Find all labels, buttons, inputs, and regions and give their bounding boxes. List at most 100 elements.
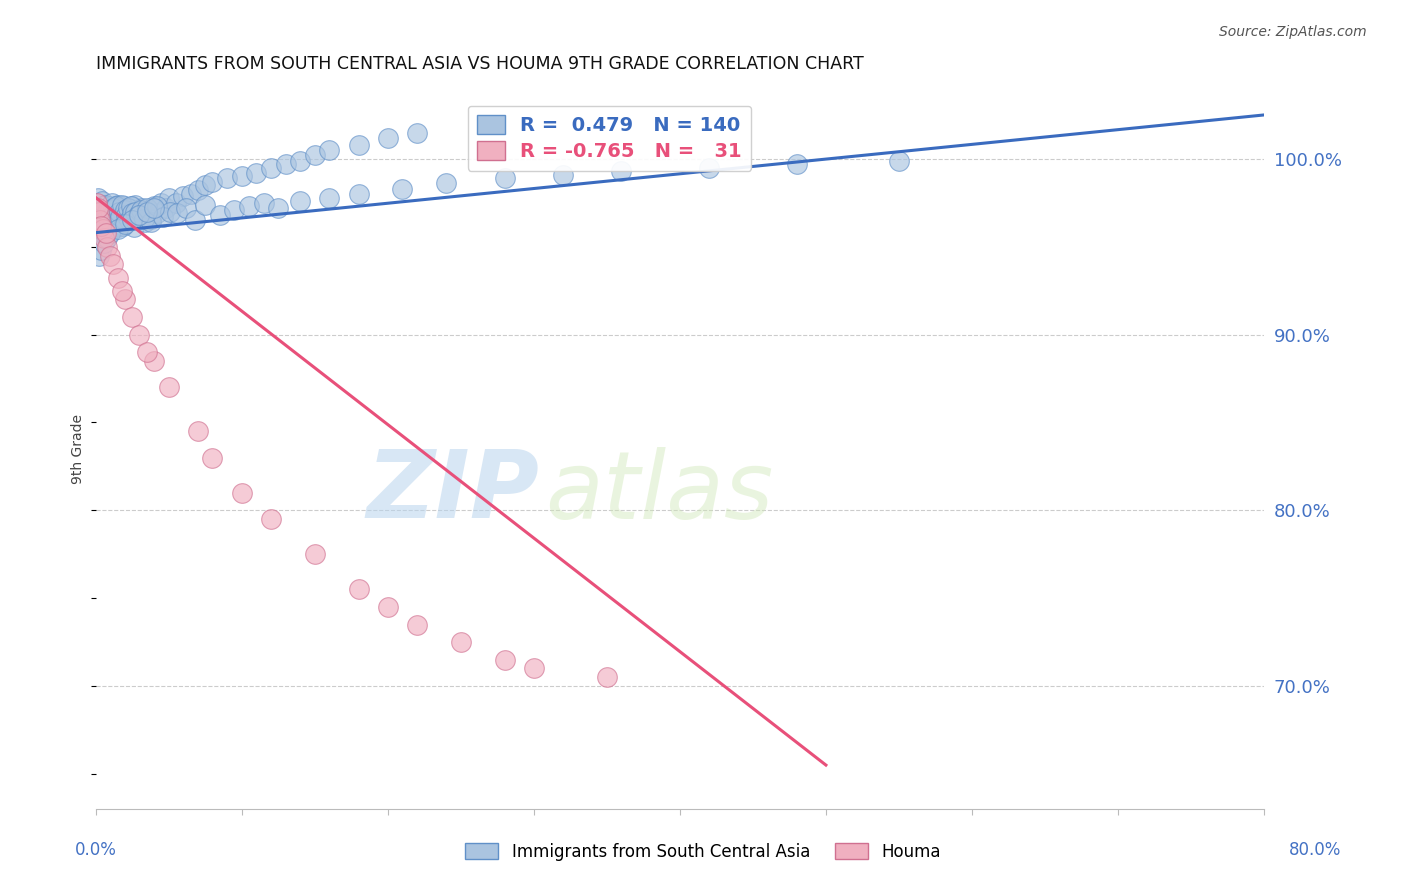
Point (128, 208, 150, 222)
Point (121, 213, 143, 227)
Point (97, 213, 120, 227)
Point (141, 211, 163, 226)
Point (118, 213, 141, 227)
Point (93, 211, 115, 226)
Point (124, 204, 146, 219)
Point (105, 199, 128, 213)
Point (187, 424, 209, 438)
Point (155, 201, 177, 215)
Text: Source: ZipAtlas.com: Source: ZipAtlas.com (1219, 25, 1367, 39)
Point (91, 215, 114, 229)
Point (98, 248, 121, 262)
Point (94, 197, 117, 211)
Point (86, 195, 108, 210)
Point (238, 199, 260, 213)
Point (115, 208, 138, 222)
Point (377, 130, 399, 145)
Point (94, 217, 117, 231)
Point (887, 153, 910, 168)
Point (105, 199, 128, 213)
Point (180, 187, 202, 202)
Point (135, 345, 157, 359)
Point (94, 226, 117, 240)
Point (101, 201, 124, 215)
Point (377, 599, 399, 614)
Point (87, 204, 110, 219)
Point (434, 177, 457, 191)
Point (96, 240, 118, 254)
Point (114, 293, 136, 307)
Text: 80.0%: 80.0% (1288, 840, 1341, 858)
Point (98, 199, 121, 213)
Point (143, 199, 166, 213)
Point (347, 187, 370, 202)
Point (165, 195, 187, 210)
Point (231, 169, 253, 184)
Point (260, 512, 283, 526)
Point (100, 202, 122, 217)
Point (127, 204, 149, 219)
Point (187, 184, 209, 198)
Point (121, 206, 143, 220)
Point (94, 208, 117, 222)
Point (111, 215, 134, 229)
Point (96, 204, 118, 219)
Point (245, 166, 267, 180)
Point (108, 204, 131, 219)
Point (93, 231, 115, 245)
Point (128, 327, 150, 342)
Point (131, 201, 153, 215)
Point (201, 450, 224, 465)
Point (124, 197, 146, 211)
Point (136, 202, 159, 217)
Y-axis label: 9th Grade: 9th Grade (72, 414, 86, 483)
Point (107, 220, 129, 235)
Point (318, 143, 340, 157)
Point (127, 208, 149, 222)
Point (132, 211, 155, 226)
Point (274, 157, 297, 171)
Point (194, 178, 217, 193)
Point (110, 201, 132, 215)
Point (98, 202, 121, 217)
Point (110, 208, 132, 222)
Point (114, 217, 136, 231)
Text: 0.0%: 0.0% (75, 840, 117, 858)
Point (121, 310, 143, 324)
Point (111, 284, 134, 298)
Point (224, 202, 246, 217)
Point (91, 222, 114, 236)
Point (134, 215, 156, 229)
Point (135, 204, 157, 219)
Point (267, 201, 290, 215)
Point (120, 199, 142, 213)
Point (122, 220, 145, 235)
Point (112, 211, 135, 226)
Point (135, 201, 157, 215)
Point (194, 197, 217, 211)
Point (101, 195, 124, 210)
Point (150, 195, 173, 210)
Point (90, 219, 112, 233)
Point (304, 547, 326, 561)
Point (304, 148, 326, 162)
Point (288, 153, 311, 168)
Point (146, 206, 169, 220)
Point (152, 210, 174, 224)
Point (93, 236, 115, 251)
Point (97, 213, 120, 227)
Point (111, 197, 134, 211)
Point (157, 380, 180, 394)
Point (260, 161, 283, 175)
Point (96, 204, 118, 219)
Point (114, 206, 136, 220)
Point (101, 211, 124, 226)
Point (110, 210, 132, 224)
Point (208, 208, 231, 222)
Point (108, 210, 131, 224)
Point (231, 485, 253, 500)
Point (90, 199, 112, 213)
Point (117, 208, 139, 222)
Point (121, 199, 143, 213)
Point (406, 126, 429, 140)
